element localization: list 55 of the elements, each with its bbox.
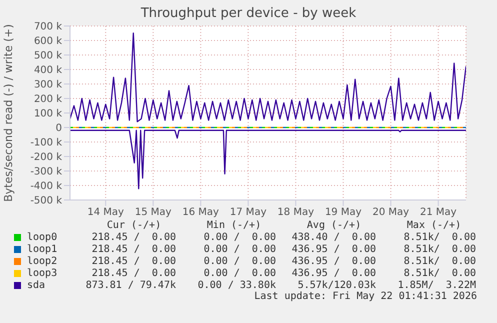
x-tick-label: 20 May [372, 207, 410, 218]
text: 5.57k/120.03k [296, 280, 377, 290]
y-tick-label: -200 k [30, 152, 62, 164]
text: 0.00 / 0.00 [202, 268, 277, 278]
text: 438.40 / 0.00 [290, 232, 377, 242]
x-tick-label: 19 May [324, 207, 362, 218]
text: 0.00 / 0.00 [202, 232, 277, 242]
x-tick-label: 16 May [182, 207, 220, 218]
legend-label: loop2 [27, 256, 58, 266]
chart-title: Throughput per device - by week [140, 5, 358, 22]
y-tick-label: 200 k [34, 94, 62, 106]
y-tick-label: 100 k [34, 108, 62, 120]
y-axis-title: Bytes/second read (-) / write (+) [2, 24, 15, 202]
y-tick-label: 700 k [34, 22, 62, 33]
text: 8.51k/ 0.00 [402, 232, 477, 242]
text: 436.95 / 0.00 [290, 268, 377, 278]
text: 436.95 / 0.00 [290, 244, 377, 254]
text: 218.45 / 0.00 [90, 268, 177, 278]
text: 8.51k/ 0.00 [402, 256, 477, 266]
text: 218.45 / 0.00 [90, 232, 177, 242]
y-tick-label: 300 k [34, 80, 62, 91]
legend-label: loop0 [27, 232, 58, 242]
text: 436.95 / 0.00 [290, 256, 377, 266]
legend-label: loop3 [27, 268, 58, 278]
text: Last update: Fri May 22 01:41:31 2026 [253, 291, 478, 302]
text: Max (-/+) [406, 220, 462, 231]
line-series [70, 32, 466, 122]
text: Avg (-/+) [306, 220, 362, 231]
y-tick-label: -300 k [30, 166, 62, 178]
text: 873.81 / 79.47k [84, 280, 177, 290]
x-tick-label: 21 May [420, 207, 457, 218]
x-tick-label: 18 May [277, 207, 314, 218]
text: Cur (-/+) [106, 220, 162, 231]
y-tick-label: 600 k [34, 36, 62, 48]
text: 218.45 / 0.00 [90, 244, 177, 254]
text: 8.51k/ 0.00 [402, 268, 477, 278]
legend-label: loop1 [27, 244, 58, 254]
text: Min (-/+) [206, 220, 262, 231]
legend-label: sda [27, 280, 46, 290]
y-tick-label: 400 k [34, 65, 62, 76]
y-tick-label: -100 k [30, 138, 62, 149]
y-tick-label: 500 k [34, 50, 62, 62]
x-tick-label: 17 May [230, 207, 267, 218]
text: 218.45 / 0.00 [90, 256, 177, 266]
text: 1.85M/ 3.22M [396, 280, 477, 290]
text: 0.00 / 0.00 [202, 256, 277, 266]
text: 0.00 / 33.80k [196, 280, 277, 290]
x-tick-label: 14 May [87, 207, 124, 218]
line-series [70, 130, 466, 190]
x-tick-label: 15 May [134, 207, 172, 218]
text: 0.00 / 0.00 [202, 244, 277, 254]
text: 8.51k/ 0.00 [402, 244, 477, 254]
y-tick-label: 0 [56, 123, 62, 134]
y-tick-label: -500 k [30, 196, 62, 207]
y-tick-label: -400 k [30, 181, 62, 192]
